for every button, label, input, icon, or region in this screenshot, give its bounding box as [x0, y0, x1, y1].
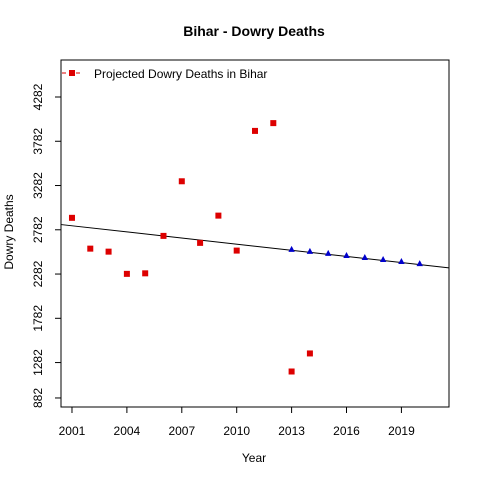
y-tick-label: 2282 [31, 260, 45, 287]
y-tick-label: 3282 [31, 172, 45, 199]
legend-entry: Projected Dowry Deaths in Bihar [94, 67, 267, 81]
data-point-observed [142, 270, 149, 277]
x-tick-label: 2010 [223, 424, 250, 438]
y-tick-label: 2782 [31, 216, 45, 243]
x-tick-label: 2019 [388, 424, 415, 438]
y-tick-label: 882 [31, 388, 45, 408]
y-tick-label: 4282 [31, 83, 45, 110]
chart-title: Bihar - Dowry Deaths [183, 23, 325, 39]
y-tick-label: 1782 [31, 305, 45, 332]
data-point-observed [252, 127, 258, 134]
data-point-projected [379, 256, 387, 263]
data-point-observed [160, 232, 167, 239]
x-tick-label: 2001 [59, 424, 86, 438]
legend-square-marker [69, 70, 75, 76]
x-tick-label: 2013 [278, 424, 305, 438]
data-point-projected [361, 253, 369, 260]
x-tick-label: 2016 [333, 424, 360, 438]
data-point-observed [288, 368, 295, 375]
data-point-observed [178, 178, 185, 185]
point-layer [68, 120, 423, 375]
plot-frame [60, 59, 450, 408]
data-point-observed [87, 245, 94, 252]
y-tick-label: 3782 [31, 128, 45, 155]
data-point-projected [306, 247, 314, 254]
data-point-projected [288, 245, 295, 252]
data-point-observed [306, 350, 313, 357]
y-axis-label: Dowry Deaths [2, 194, 16, 269]
data-point-observed [197, 239, 204, 246]
data-point-projected [416, 260, 423, 267]
data-point-observed [270, 120, 277, 127]
data-point-observed [233, 247, 240, 254]
x-axis-label: Year [242, 451, 266, 465]
data-point-observed [68, 214, 75, 221]
trend-line [60, 224, 450, 269]
y-tick-label: 1282 [31, 349, 45, 376]
data-point-projected [343, 251, 350, 258]
data-point-observed [215, 212, 222, 219]
legend: Projected Dowry Deaths in Bihar [62, 67, 267, 81]
data-point-projected [398, 258, 405, 265]
data-point-observed [123, 270, 130, 277]
data-point-observed [105, 248, 112, 255]
x-tick-label: 2007 [168, 424, 195, 438]
x-axis: 2001 2004 2007 2010 2013 2016 2019 [59, 407, 415, 438]
y-axis: 882 1282 1782 2282 2782 3282 3782 4282 [31, 83, 61, 408]
x-tick-label: 2004 [114, 424, 141, 438]
trend-layer [60, 224, 450, 269]
data-point-projected [325, 249, 332, 256]
